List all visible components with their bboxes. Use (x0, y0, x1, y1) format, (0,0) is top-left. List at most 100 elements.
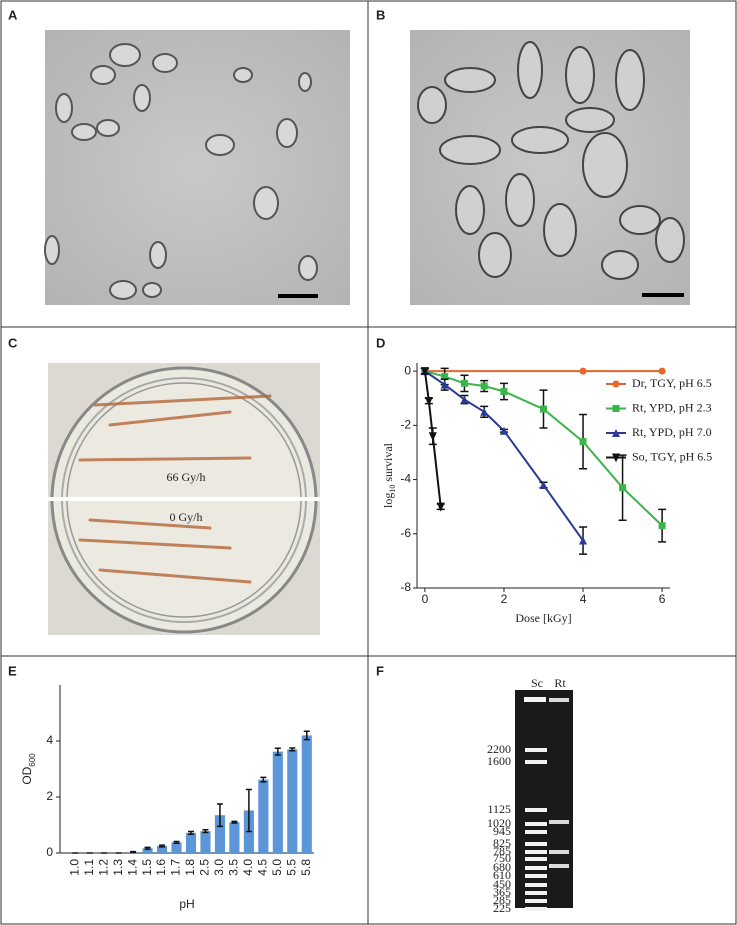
x-tick-label: 4.0 (241, 859, 255, 876)
panel-label: D (376, 335, 385, 350)
legend-label: Rt, YPD, pH 7.0 (632, 425, 712, 439)
plate-label: 66 Gy/h (167, 470, 206, 484)
error-bar (303, 730, 310, 741)
x-tick-label: 2 (501, 592, 508, 606)
marker-label: 285 (493, 893, 511, 907)
point (612, 453, 620, 463)
marker-label: 680 (493, 860, 511, 874)
band (525, 842, 547, 846)
point (441, 373, 449, 381)
error-bar (173, 840, 180, 844)
bar (142, 848, 153, 853)
band (525, 760, 547, 764)
x-tick-label: 2.5 (198, 859, 212, 876)
x-tick-label: 1.8 (183, 859, 197, 876)
x-tick-label: 3.0 (212, 859, 226, 876)
bar (156, 846, 168, 853)
y-tick-label: 4 (46, 733, 53, 747)
panel-label: B (376, 7, 385, 22)
x-axis-label: pH (179, 897, 194, 911)
bar (272, 751, 283, 853)
bar (287, 749, 298, 853)
band (525, 830, 547, 834)
band (525, 850, 547, 854)
x-tick-label: 6 (659, 592, 666, 606)
error-bar (130, 850, 137, 854)
band (525, 866, 547, 870)
point (480, 382, 488, 390)
legend-label: Rt, YPD, pH 2.3 (632, 400, 712, 414)
y-axis-label-part: 600 (28, 753, 37, 767)
band (525, 891, 547, 895)
x-tick-label: 1.1 (82, 859, 96, 876)
well (524, 697, 546, 702)
bar (200, 831, 211, 853)
lane-label: Sc (531, 676, 543, 690)
panel-label: E (8, 663, 17, 678)
series-line (423, 371, 442, 507)
band (525, 907, 547, 911)
point (619, 484, 627, 492)
micrograph-b (410, 30, 690, 305)
x-tick-label: 1.2 (96, 859, 110, 876)
x-tick-label: 5.8 (299, 859, 313, 876)
plate-photo: 66 Gy/h 0 Gy/h (48, 363, 320, 635)
y-tick-label: -2 (400, 418, 411, 432)
x-axis-label: Dose [kGy] (515, 611, 571, 625)
band (525, 808, 547, 812)
point (540, 405, 547, 413)
marker-label: 825 (493, 836, 511, 850)
point (579, 536, 588, 545)
point (579, 367, 587, 375)
point (499, 426, 508, 435)
marker-label: 610 (493, 868, 511, 882)
x-tick-label: 1.5 (140, 859, 154, 876)
micrograph-a (44, 30, 350, 305)
legend-label: So, TGY, pH 6.5 (632, 449, 712, 463)
x-tick-label: 4.5 (256, 859, 270, 876)
error-bar (260, 776, 267, 783)
point (436, 502, 445, 512)
plate-label: 0 Gy/h (170, 510, 203, 524)
x-tick-label: 1.0 (67, 859, 81, 876)
bar (229, 822, 240, 853)
x-tick-label: 1.7 (169, 859, 183, 876)
band (525, 899, 547, 903)
y-axis-label-part: survival (381, 442, 395, 484)
y-tick-label: -4 (400, 472, 411, 486)
y-tick-label: 0 (46, 845, 53, 859)
point (579, 438, 587, 446)
y-axis-label-part: log (381, 493, 395, 508)
x-tick-label: 5.5 (284, 859, 298, 876)
rt-band (549, 698, 569, 702)
y-tick-label: 2 (46, 789, 53, 803)
bar (185, 832, 197, 853)
error-bar (245, 788, 252, 833)
point (424, 396, 433, 406)
y-tick-label: -6 (400, 526, 411, 540)
point (500, 387, 508, 395)
point (539, 480, 548, 489)
x-tick-label: 1.3 (111, 859, 125, 876)
x-tick-label: 3.5 (227, 859, 241, 876)
point (428, 432, 437, 442)
marker-label: 365 (493, 885, 511, 899)
marker-label: 2200 (487, 742, 511, 756)
band (525, 748, 547, 752)
bar (214, 815, 226, 853)
x-tick-label: 0 (422, 592, 429, 606)
point (460, 395, 469, 404)
point (612, 380, 620, 388)
y-axis-label-part: OD (20, 766, 34, 784)
point (420, 367, 429, 377)
legend-label: Dr, TGY, pH 6.5 (632, 376, 712, 390)
marker-label: 1020 (487, 816, 511, 830)
x-tick-label: 1.4 (125, 859, 139, 876)
point (612, 429, 620, 437)
point (460, 379, 468, 387)
y-axis-label: OD600 (20, 753, 36, 785)
point (658, 522, 666, 530)
error-bar (216, 803, 223, 828)
